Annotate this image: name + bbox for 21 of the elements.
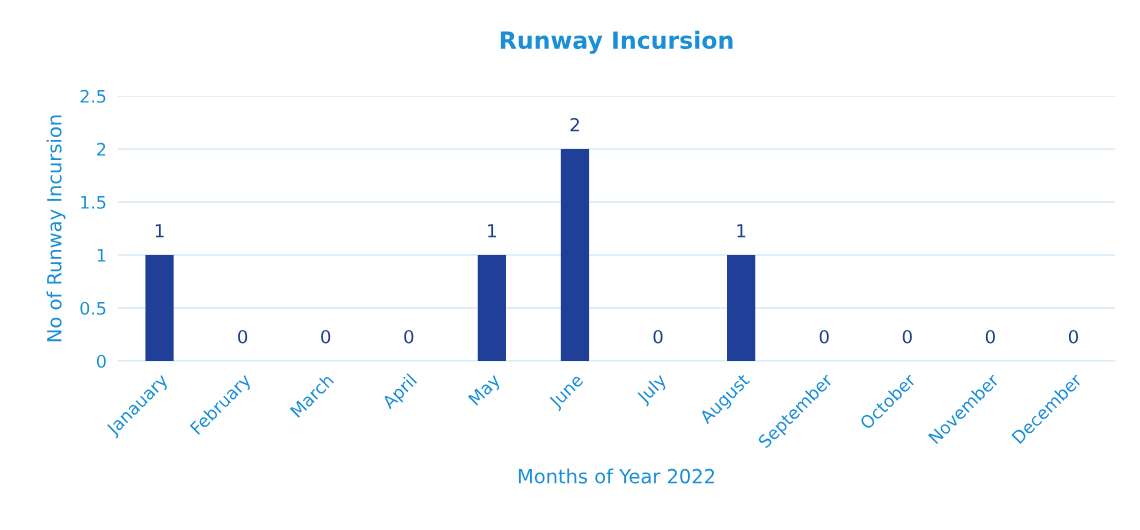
y-axis-title: No of Runway Incursion <box>46 115 66 342</box>
data-label: 1 <box>488 224 496 238</box>
y-tick-label: 1 <box>97 248 106 262</box>
data-label: 0 <box>238 329 248 344</box>
data-label: 0 <box>819 329 829 344</box>
data-label: 1 <box>737 224 746 238</box>
data-label: 1 <box>155 224 164 238</box>
data-label: 0 <box>985 329 995 344</box>
data-label: 0 <box>1068 329 1078 344</box>
data-label: 0 <box>404 329 414 344</box>
chart-title: Runway Incursion <box>500 30 733 54</box>
data-label: 0 <box>653 329 663 344</box>
x-axis-title: Months of Year 2022 <box>518 468 715 484</box>
y-tick-label: 0 <box>96 354 106 368</box>
y-tick-label: 2.5 <box>80 89 106 103</box>
y-tick-label: 0.5 <box>80 301 106 315</box>
y-tick-label: 1.5 <box>81 195 106 209</box>
data-label: 2 <box>570 117 579 132</box>
y-tick-label: 2 <box>97 142 106 156</box>
data-label: 0 <box>902 329 912 344</box>
data-label: 0 <box>321 329 331 344</box>
